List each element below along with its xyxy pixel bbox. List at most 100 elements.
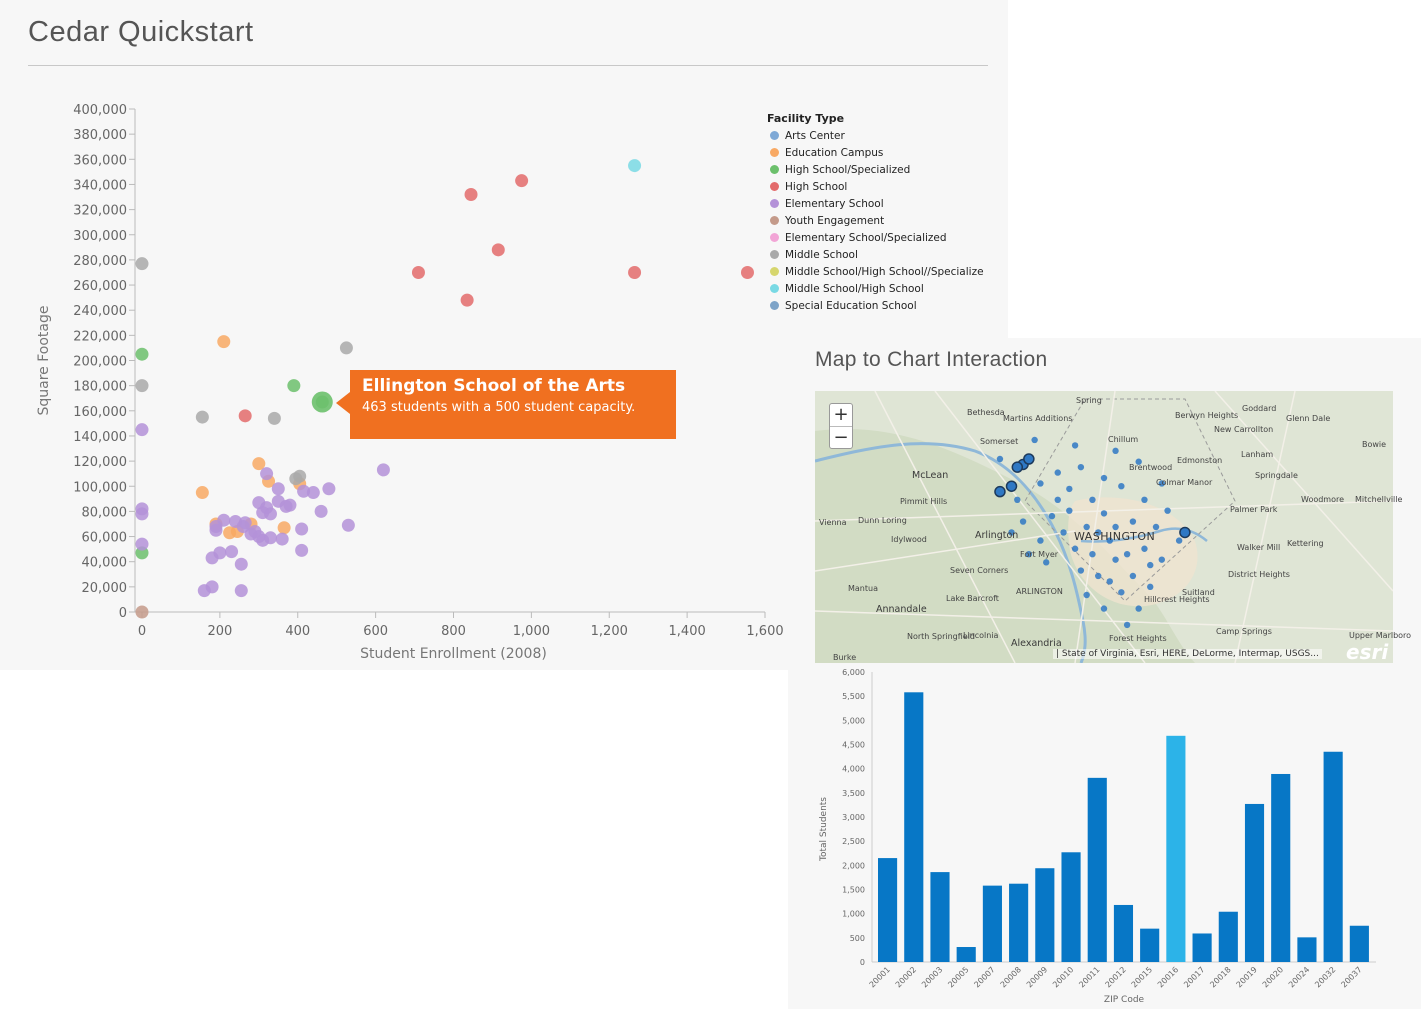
legend-item[interactable]: High School xyxy=(767,179,989,196)
map-attribution[interactable]: | State of Virginia, Esri, HERE, DeLorme… xyxy=(1053,649,1322,659)
map-place-label: Annandale xyxy=(876,604,927,615)
scatter-point xyxy=(238,409,252,423)
map-place-label: Goddard xyxy=(1242,404,1277,413)
legend-label: High School/Specialized xyxy=(785,164,911,176)
bar[interactable] xyxy=(1087,777,1107,962)
bar[interactable] xyxy=(1035,868,1055,962)
legend-label: Youth Engagement xyxy=(785,215,885,227)
bar[interactable] xyxy=(982,885,1002,962)
scatter-point xyxy=(252,457,266,471)
legend-swatch xyxy=(770,233,779,242)
legend-item[interactable]: Elementary School xyxy=(767,196,989,213)
bar[interactable] xyxy=(1061,852,1081,962)
legend-label: Middle School xyxy=(785,249,858,261)
school-marker xyxy=(1135,605,1142,612)
dc-map[interactable] xyxy=(815,391,1393,663)
y-tick-label: 80,000 xyxy=(82,505,128,520)
map-place-label: Fort Myer xyxy=(1020,550,1059,559)
map-place-label: Somerset xyxy=(980,437,1019,446)
bar[interactable] xyxy=(1323,751,1343,962)
bar-x-tick-label: 20024 xyxy=(1287,965,1311,989)
bar[interactable] xyxy=(956,947,976,962)
map-place-label: Glenn Dale xyxy=(1286,414,1331,423)
bar[interactable] xyxy=(930,872,950,962)
map-place-label: Bowie xyxy=(1362,440,1387,449)
legend-label: Elementary School/Specialized xyxy=(785,232,947,244)
y-tick-label: 300,000 xyxy=(73,229,127,244)
legend-label: Middle School/High School//Specialize xyxy=(785,266,984,278)
school-marker xyxy=(1019,518,1027,525)
bar[interactable] xyxy=(1140,928,1160,962)
x-tick-label: 1,600 xyxy=(746,624,783,639)
y-tick-label: 400,000 xyxy=(73,103,127,118)
bar-x-tick-label: 20019 xyxy=(1235,965,1259,989)
bar[interactable] xyxy=(1192,933,1212,962)
selected-school-marker xyxy=(994,485,1006,498)
bar[interactable] xyxy=(1271,773,1291,962)
map-place-label: District Heights xyxy=(1228,570,1290,579)
scatter-point xyxy=(460,293,474,307)
y-tick-label: 0 xyxy=(119,606,127,621)
scatter-point xyxy=(217,335,231,349)
y-tick-label: 260,000 xyxy=(73,279,127,294)
zoom-out-button[interactable]: − xyxy=(830,426,852,448)
school-marker xyxy=(1077,463,1085,471)
bar[interactable] xyxy=(904,692,924,962)
legend-item[interactable]: Youth Engagement xyxy=(767,213,989,230)
legend-item[interactable]: High School/Specialized xyxy=(767,162,989,179)
school-marker xyxy=(1066,485,1073,493)
legend-item[interactable]: Middle School/High School xyxy=(767,281,989,298)
zoom-in-button[interactable]: + xyxy=(833,404,849,425)
bar[interactable] xyxy=(878,858,898,962)
map-place-label: Vienna xyxy=(819,518,847,527)
bar[interactable] xyxy=(1166,735,1186,962)
legend-swatch xyxy=(770,148,779,157)
bar-x-tick-label: 20008 xyxy=(999,965,1023,989)
scatter-point xyxy=(314,504,328,518)
y-tick-label: 280,000 xyxy=(73,254,127,269)
legend-item[interactable]: Elementary School/Specialized xyxy=(767,230,989,247)
bar[interactable] xyxy=(1218,911,1238,962)
selected-school-marker xyxy=(1179,526,1191,539)
legend-swatch xyxy=(770,267,779,276)
scatter-point xyxy=(135,507,149,521)
potomac-river xyxy=(815,442,1087,663)
y-tick-label: 340,000 xyxy=(73,178,127,193)
bar[interactable] xyxy=(1009,883,1029,962)
legend-label: Middle School/High School xyxy=(785,283,924,295)
bar-x-tick-label: 20007 xyxy=(972,965,996,989)
school-marker xyxy=(1129,572,1137,580)
map-place-label: Burke xyxy=(833,653,857,662)
x-tick-label: 400 xyxy=(285,624,310,639)
bar[interactable] xyxy=(1113,904,1134,962)
school-marker xyxy=(1141,496,1148,503)
bar[interactable] xyxy=(1297,937,1317,962)
school-marker xyxy=(1054,496,1061,503)
bar-x-tick-label: 20002 xyxy=(894,965,918,989)
y-tick-label: 360,000 xyxy=(73,153,127,168)
map-place-label: Lake Barcroft xyxy=(946,594,999,603)
bar-chart[interactable]: 0 500 1,000 1,500 2,000 2,500 3,000 3,500 4,000 4… xyxy=(788,664,1421,1009)
scatter-point xyxy=(135,347,149,361)
x-axis-title: Student Enrollment (2008) xyxy=(360,646,547,662)
school-marker xyxy=(1129,518,1137,525)
legend-label: Elementary School xyxy=(785,198,884,210)
scatter-chart[interactable]: 0 20,000 40,000 60,000 80,000 100,000 120,000 1… xyxy=(0,80,800,670)
legend-item[interactable]: Middle School xyxy=(767,247,989,264)
legend-item[interactable]: Arts Center xyxy=(767,128,989,145)
map-place-label: Walker Mill xyxy=(1237,543,1281,552)
legend-item[interactable]: Middle School/High School//Specialize xyxy=(767,264,989,281)
map-basemap[interactable] xyxy=(815,391,1393,663)
bar[interactable] xyxy=(1244,803,1265,962)
legend-item[interactable]: Education Campus xyxy=(767,145,989,162)
legend-item[interactable]: Special Education School xyxy=(767,298,989,315)
scatter-point xyxy=(411,265,425,279)
y-tick-label: 220,000 xyxy=(73,329,127,344)
selected-school-marker xyxy=(1011,461,1024,473)
school-marker xyxy=(1043,559,1050,566)
scatter-point xyxy=(322,482,336,496)
bar[interactable] xyxy=(1349,925,1369,962)
scatter-point xyxy=(195,410,209,424)
bar-x-tick-label: 20020 xyxy=(1261,965,1285,989)
y-tick-label: 200,000 xyxy=(73,355,127,370)
